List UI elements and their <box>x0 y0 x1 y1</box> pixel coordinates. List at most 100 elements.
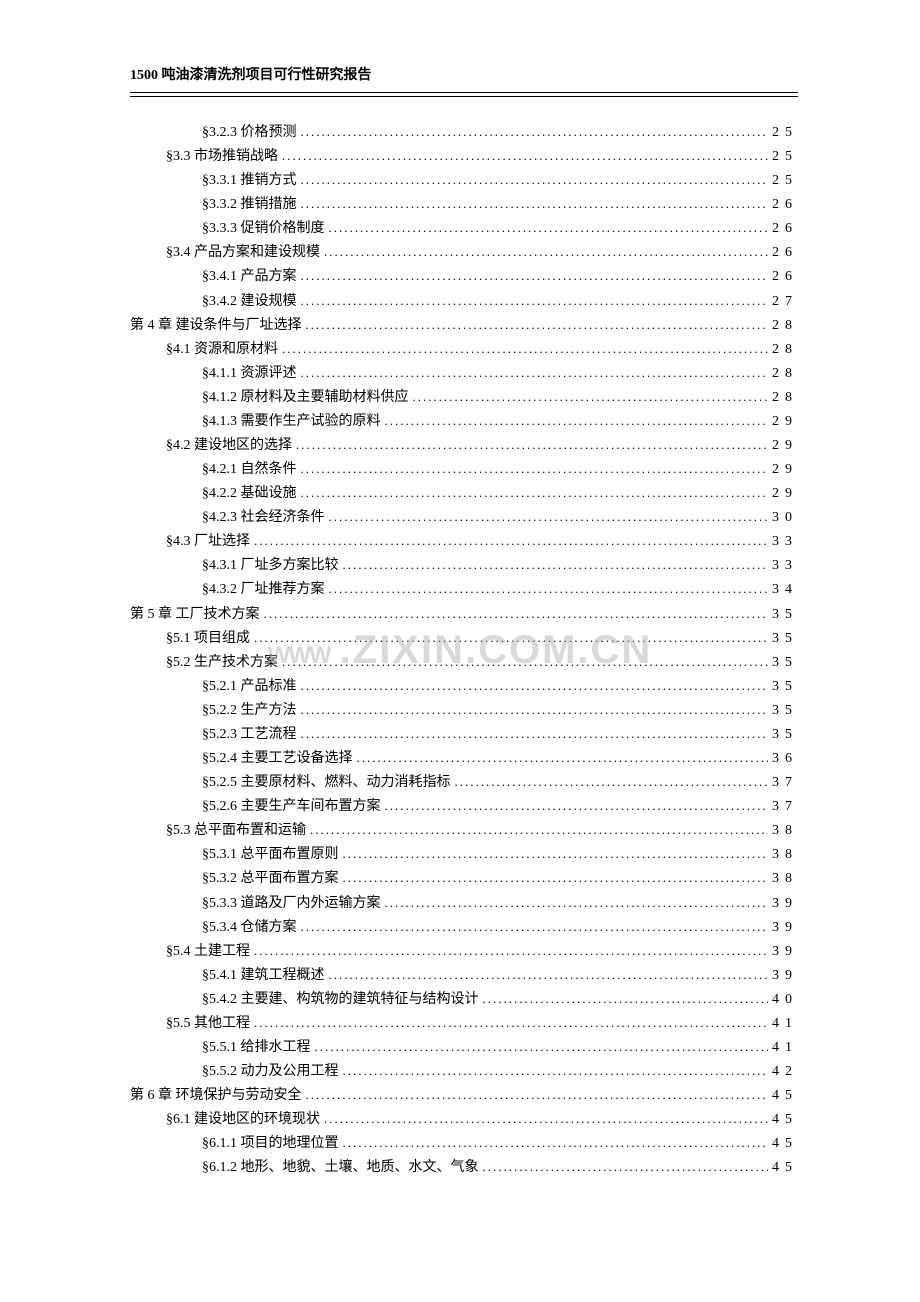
toc-dots <box>329 506 769 530</box>
toc-dots <box>343 554 769 578</box>
toc-page-number: 37 <box>772 795 798 819</box>
toc-entry: §3.4.1 产品方案 26 <box>130 265 798 289</box>
toc-dots <box>324 1108 768 1132</box>
toc-label: §5.3.4 仓储方案 <box>202 916 297 940</box>
toc-page-number: 27 <box>772 290 798 314</box>
toc-entry: §6.1.1 项目的地理位置 45 <box>130 1132 798 1156</box>
toc-label: §4.2 建设地区的选择 <box>166 434 292 458</box>
toc-entry: §3.4 产品方案和建设规模 26 <box>130 241 798 265</box>
toc-page-number: 33 <box>772 530 798 554</box>
toc-label: §5.2.5 主要原材料、燃料、动力消耗指标 <box>202 771 451 795</box>
toc-page-number: 35 <box>772 627 798 651</box>
toc-label: §4.2.2 基础设施 <box>202 482 297 506</box>
toc-entry: §5.2.2 生产方法 35 <box>130 699 798 723</box>
toc-label: §5.3.2 总平面布置方案 <box>202 867 339 891</box>
toc-dots <box>329 964 769 988</box>
toc-dots <box>264 603 769 627</box>
toc-label: §5.5.2 动力及公用工程 <box>202 1060 339 1084</box>
toc-label: §5.3.1 总平面布置原则 <box>202 843 339 867</box>
toc-entry: §5.4.2 主要建、构筑物的建筑特征与结构设计 40 <box>130 988 798 1012</box>
toc-label: §5.4.1 建筑工程概述 <box>202 964 325 988</box>
toc-page-number: 29 <box>772 434 798 458</box>
toc-label: §6.1.1 项目的地理位置 <box>202 1132 339 1156</box>
toc-page-number: 28 <box>772 362 798 386</box>
toc-dots <box>301 169 769 193</box>
toc-dots <box>343 843 769 867</box>
toc-entry: §4.2 建设地区的选择 29 <box>130 434 798 458</box>
toc-entry: §4.1.1 资源评述 28 <box>130 362 798 386</box>
toc-label: §5.2.3 工艺流程 <box>202 723 297 747</box>
toc-label: §6.1.2 地形、地貌、土壤、地质、水文、气象 <box>202 1156 479 1180</box>
toc-page-number: 29 <box>772 410 798 434</box>
toc-label: §4.1 资源和原材料 <box>166 338 278 362</box>
toc-page-number: 36 <box>772 747 798 771</box>
toc-dots <box>282 338 768 362</box>
toc-label: §4.2.1 自然条件 <box>202 458 297 482</box>
toc-label: §4.3 厂址选择 <box>166 530 250 554</box>
toc-entry: §5.2.3 工艺流程 35 <box>130 723 798 747</box>
toc-page-number: 39 <box>772 940 798 964</box>
toc-entry: 第 5 章 工厂技术方案 35 <box>130 603 798 627</box>
toc-dots <box>301 482 769 506</box>
toc-label: §3.4.2 建设规模 <box>202 290 297 314</box>
toc-entry: §4.1 资源和原材料 28 <box>130 338 798 362</box>
toc-label: §5.1 项目组成 <box>166 627 250 651</box>
toc-dots <box>254 627 768 651</box>
toc-page-number: 29 <box>772 482 798 506</box>
toc-label: §3.4.1 产品方案 <box>202 265 297 289</box>
toc-entry: §5.2.1 产品标准 35 <box>130 675 798 699</box>
toc-dots <box>301 121 769 145</box>
toc-dots <box>385 410 769 434</box>
toc-label: 第 4 章 建设条件与厂址选择 <box>130 314 302 338</box>
toc-page-number: 42 <box>772 1060 798 1084</box>
toc-entry: §3.4.2 建设规模 27 <box>130 290 798 314</box>
toc-label: §5.4.2 主要建、构筑物的建筑特征与结构设计 <box>202 988 479 1012</box>
toc-label: §3.3.2 推销措施 <box>202 193 297 217</box>
toc-dots <box>301 193 769 217</box>
toc-entry: §5.3.1 总平面布置原则 38 <box>130 843 798 867</box>
toc-label: §3.4 产品方案和建设规模 <box>166 241 320 265</box>
toc-page-number: 39 <box>772 892 798 916</box>
toc-dots <box>310 819 768 843</box>
toc-dots <box>455 771 769 795</box>
toc-dots <box>254 940 768 964</box>
document-page: 1500 吨油漆清洗剂项目可行性研究报告 §3.2.3 价格预测 25§3.3 … <box>0 0 920 1280</box>
toc-label: §5.2.2 生产方法 <box>202 699 297 723</box>
toc-page-number: 39 <box>772 916 798 940</box>
toc-dots <box>357 747 769 771</box>
toc-entry: §4.3.2 厂址推荐方案 34 <box>130 578 798 602</box>
toc-dots <box>306 1084 769 1108</box>
toc-label: §5.5 其他工程 <box>166 1012 250 1036</box>
toc-entry: 第 6 章 环境保护与劳动安全 45 <box>130 1084 798 1108</box>
toc-dots <box>483 988 769 1012</box>
toc-page-number: 26 <box>772 193 798 217</box>
toc-entry: §5.3.2 总平面布置方案 38 <box>130 867 798 891</box>
toc-label: §4.2.3 社会经济条件 <box>202 506 325 530</box>
toc-entry: §4.2.2 基础设施 29 <box>130 482 798 506</box>
toc-page-number: 40 <box>772 988 798 1012</box>
toc-entry: §5.5 其他工程 41 <box>130 1012 798 1036</box>
toc-page-number: 33 <box>772 554 798 578</box>
toc-page-number: 28 <box>772 338 798 362</box>
toc-dots <box>343 867 769 891</box>
toc-label: §5.2.6 主要生产车间布置方案 <box>202 795 381 819</box>
toc-dots <box>282 145 768 169</box>
toc-entry: 第 4 章 建设条件与厂址选择 28 <box>130 314 798 338</box>
toc-dots <box>301 675 769 699</box>
toc-entry: §5.4 土建工程 39 <box>130 940 798 964</box>
toc-dots <box>301 458 769 482</box>
toc-dots <box>301 916 769 940</box>
toc-page-number: 28 <box>772 386 798 410</box>
toc-entry: §4.2.3 社会经济条件 30 <box>130 506 798 530</box>
toc-dots <box>306 314 769 338</box>
toc-entry: §5.3 总平面布置和运输 38 <box>130 819 798 843</box>
toc-dots <box>296 434 768 458</box>
table-of-contents: §3.2.3 价格预测 25§3.3 市场推销战略 25§3.3.1 推销方式 … <box>130 121 798 1180</box>
toc-page-number: 30 <box>772 506 798 530</box>
toc-entry: §4.2.1 自然条件 29 <box>130 458 798 482</box>
toc-entry: §3.3.1 推销方式 25 <box>130 169 798 193</box>
toc-label: §5.5.1 给排水工程 <box>202 1036 311 1060</box>
toc-entry: §5.3.3 道路及厂内外运输方案 39 <box>130 892 798 916</box>
toc-page-number: 29 <box>772 458 798 482</box>
toc-label: §6.1 建设地区的环境现状 <box>166 1108 320 1132</box>
